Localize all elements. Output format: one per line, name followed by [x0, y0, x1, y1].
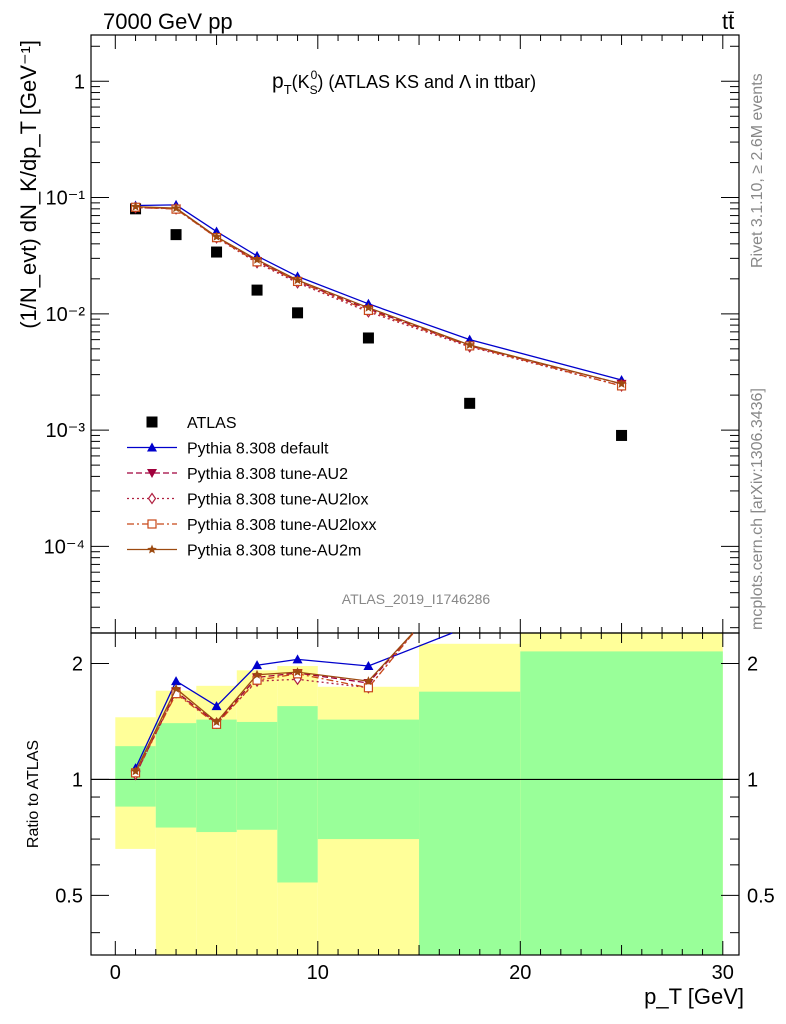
- legend-label-au2loxx: Pythia 8.308 tune-AU2loxx: [187, 517, 376, 534]
- band-inner-4: [277, 706, 318, 883]
- main-line-au2m: [135, 206, 622, 385]
- ratio-point-default: [211, 701, 222, 711]
- plot-title: pT(KS0) (ATLAS KS and Λ in ttbar): [272, 68, 536, 97]
- x-tick-label: 20: [509, 962, 531, 984]
- main-point-atlas: [170, 229, 182, 241]
- process-label: tt̄: [722, 9, 734, 34]
- ratio-point-default: [252, 660, 263, 670]
- main-y-tick-label-1: 1: [74, 71, 85, 93]
- ratio-y-tick-label-right: 0.5: [747, 885, 775, 907]
- title-p: p: [272, 70, 284, 93]
- ratio-series: [130, 632, 453, 781]
- legend-label-au2: Pythia 8.308 tune-AU2: [187, 466, 348, 483]
- x-tick-label: 10: [307, 962, 329, 984]
- main-point-au2m: [292, 275, 303, 285]
- ratio-y-tick-label-right: 2: [747, 653, 758, 675]
- main-line-default: [135, 204, 622, 381]
- ratio-y-tick-label: 0.5: [55, 885, 83, 907]
- main-point-au2m: [616, 378, 627, 388]
- band-inner-1: [155, 723, 197, 828]
- legend-marker-au2lox: [147, 492, 157, 505]
- x-tick-label: 0: [110, 962, 121, 984]
- analysis-label: ATLAS_2019_I1746286: [342, 591, 491, 607]
- x-tick-label: 30: [712, 962, 734, 984]
- legend-marker-au2loxx: [147, 519, 157, 529]
- energy-label: 7000 GeV pp: [103, 9, 233, 34]
- x-axis-ticks: [114, 35, 724, 955]
- ratio-bands: [115, 633, 723, 955]
- main-point-au2m: [252, 254, 262, 264]
- legend-marker-au2: [147, 469, 157, 478]
- main-point-au2m: [464, 340, 475, 349]
- ratio-y-tick-label: 2: [72, 653, 83, 675]
- ratio-point-au2m: [252, 669, 262, 679]
- ratio-point-default: [292, 654, 303, 664]
- x-axis-title: p_T [GeV]: [644, 984, 744, 1009]
- ratio-y-tick-label: 1: [72, 769, 83, 791]
- main-point-au2m: [363, 302, 374, 312]
- main-point-atlas: [362, 332, 374, 344]
- band-inner-6: [419, 691, 521, 955]
- title-zero: 0: [311, 68, 318, 82]
- ratio-y-tick-label-right: 1: [747, 769, 758, 791]
- ratio-point-default: [363, 661, 374, 671]
- title-rest: ) (ATLAS KS and Λ in ttbar): [317, 72, 536, 92]
- main-point-au2m: [171, 203, 181, 213]
- main-y-tick-label-3: 10⁻²: [46, 304, 86, 326]
- main-y-tick-label-5: 10⁻⁴: [44, 536, 85, 558]
- rivet-label: Rivet 3.1.10, ≥ 2.6M events: [749, 73, 766, 268]
- band-inner-7: [520, 651, 723, 955]
- main-point-atlas: [464, 397, 476, 409]
- main-point-au2m: [130, 201, 141, 211]
- title-open: (K: [292, 72, 310, 92]
- legend-marker-au2m: [147, 544, 157, 554]
- ratio-point-au2m: [363, 676, 374, 686]
- main-line-au2loxx: [135, 206, 622, 387]
- ratio-y-tick-labels: 0.5 0.5 1 1 2 2: [55, 653, 775, 907]
- ratio-point-default: [171, 676, 182, 686]
- main-y-axis-title: (1/N_evt) dN_K/dp_T [GeV⁻¹]: [16, 40, 41, 329]
- ratio-y-axis-title: Ratio to ATLAS: [25, 740, 42, 848]
- main-point-atlas: [616, 429, 628, 441]
- legend-label-default: Pythia 8.308 default: [187, 441, 329, 458]
- main-point-au2m: [211, 231, 222, 241]
- legend-label-au2lox: Pythia 8.308 tune-AU2lox: [187, 492, 368, 509]
- ratio-point-au2loxx: [363, 683, 374, 693]
- ratio-point-au2m: [171, 683, 181, 693]
- legend-label-au2m: Pythia 8.308 tune-AU2m: [187, 543, 361, 560]
- band-inner-2: [196, 719, 237, 833]
- main-point-atlas: [211, 246, 223, 258]
- main-line-au2: [135, 206, 622, 385]
- legend-label-atlas: ATLAS: [187, 415, 237, 432]
- title-T: T: [284, 82, 292, 97]
- title-S: S: [310, 83, 318, 97]
- main-y-tick-label-2: 10⁻¹: [46, 188, 86, 210]
- ratio-point-au2m: [211, 717, 222, 726]
- main-series: [130, 199, 628, 441]
- band-inner-3: [236, 721, 278, 830]
- ratio-point-au2m: [292, 667, 303, 677]
- ratio-point-au2m: [130, 766, 141, 776]
- ratio-plot-frame: [90, 632, 740, 956]
- main-line-au2lox: [135, 206, 622, 387]
- main-point-atlas: [251, 284, 263, 296]
- x-tick-labels: 0 10 20 30: [110, 962, 734, 984]
- main-y-tick-label-4: 10⁻³: [46, 420, 86, 442]
- legend-marker-atlas: [146, 416, 158, 428]
- main-point-atlas: [292, 307, 304, 319]
- mcplots-label: mcplots.cern.ch [arXiv:1306.3436]: [749, 388, 766, 630]
- legend-marker-default: [147, 442, 157, 452]
- main-axis-ticks: [91, 45, 739, 629]
- legend: ATLAS Pythia 8.308 default Pythia 8.308 tu…: [127, 415, 376, 560]
